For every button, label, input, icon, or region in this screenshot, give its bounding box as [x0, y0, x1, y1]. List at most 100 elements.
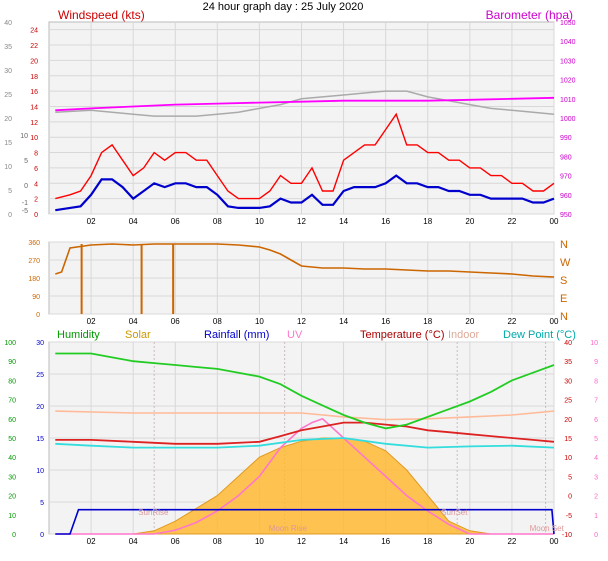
direction-line	[55, 243, 555, 278]
rain-y-tick: 30	[36, 340, 44, 347]
legend-entry: Indoor	[448, 329, 480, 341]
uv-y-tick: 8	[594, 378, 598, 385]
wind-y-tick: 20	[30, 58, 38, 65]
wind-outer-tick: 25	[4, 92, 12, 99]
direction-compass-label: S	[560, 275, 567, 287]
wind-outer-tick: 15	[4, 140, 12, 147]
wind-y-tick: 6	[34, 166, 38, 173]
wind-mid-tick: -1	[22, 200, 28, 207]
baro-y-tick: 970	[560, 174, 572, 181]
wind-x-tick: 02	[87, 217, 96, 226]
event-label: Moon Rise	[269, 524, 308, 533]
rain-y-tick: 20	[36, 404, 44, 411]
wind-x-tick: 12	[297, 217, 306, 226]
climate-x-tick: 04	[129, 537, 138, 546]
wind-panel: Windspeed (kts) Barometer (hpa) 02468101…	[4, 8, 575, 226]
climate-x-tick: 08	[213, 537, 222, 546]
uv-y-tick: 4	[594, 455, 598, 462]
climate-axes: 0510152025300102030405060708090100-10-50…	[4, 340, 598, 546]
climate-x-tick: 02	[87, 537, 96, 546]
rain-y-tick: 0	[40, 532, 44, 539]
temp-y-tick: 15	[564, 436, 572, 443]
uv-y-tick: 6	[594, 417, 598, 424]
baro-y-tick: 1040	[560, 39, 576, 46]
baro-y-tick: 1000	[560, 116, 576, 123]
wind-avg-line	[55, 174, 555, 212]
direction-y-tick: 270	[28, 258, 40, 265]
direction-compass-label: E	[560, 293, 567, 305]
wind-outer-tick: 5	[8, 188, 12, 195]
wind-x-tick: 00	[550, 217, 559, 226]
uv-y-tick: 0	[594, 532, 598, 539]
direction-x-tick: 06	[171, 317, 180, 326]
temp-y-tick: 0	[568, 494, 572, 501]
baro-y-tick: 950	[560, 212, 572, 219]
legend-entry: Temperature (°C)	[360, 329, 444, 341]
direction-y-tick: 0	[36, 312, 40, 319]
wind-y-tick: 4	[34, 181, 38, 188]
temp-y-tick: 30	[564, 378, 572, 385]
rain-y-tick: 5	[40, 500, 44, 507]
wind-outer-tick: 20	[4, 116, 12, 123]
wind-outer-tick: 10	[4, 164, 12, 171]
wind-y-tick: 22	[30, 43, 38, 50]
uv-y-tick: 10	[590, 340, 598, 347]
climate-x-tick: 16	[381, 537, 390, 546]
wind-x-tick: 20	[465, 217, 474, 226]
wind-y-tick: 2	[34, 197, 38, 204]
climate-x-tick: 10	[255, 537, 264, 546]
direction-x-tick: 20	[465, 317, 474, 326]
wind-axes: 0246810121416182022240510152025303540-5-…	[4, 20, 575, 226]
temp-y-tick: 25	[564, 398, 572, 405]
wind-x-tick: 08	[213, 217, 222, 226]
humidity-y-tick: 20	[8, 494, 16, 501]
baro-alt-line	[55, 90, 555, 117]
direction-x-tick: 08	[213, 317, 222, 326]
direction-x-tick: 02	[87, 317, 96, 326]
uv-y-tick: 2	[594, 494, 598, 501]
wind-y-tick: 24	[30, 28, 38, 35]
indoor-line	[55, 410, 555, 421]
temp-y-tick: 5	[568, 474, 572, 481]
wind-outer-tick: 40	[4, 20, 12, 27]
dewpoint-line	[55, 437, 555, 449]
climate-x-tick: 06	[171, 537, 180, 546]
baro-axis-title: Barometer (hpa)	[486, 8, 573, 22]
humidity-y-tick: 40	[8, 455, 16, 462]
direction-compass-label: N	[560, 311, 568, 323]
legend-entry: Solar	[125, 329, 151, 341]
direction-x-tick: 22	[507, 317, 516, 326]
uv-y-tick: 3	[594, 474, 598, 481]
climate-x-tick: 22	[507, 537, 516, 546]
wind-y-tick: 12	[30, 120, 38, 127]
direction-grid	[49, 241, 555, 315]
baro-series	[55, 90, 555, 117]
humidity-y-tick: 60	[8, 417, 16, 424]
legend-entry: Dew Point (°C)	[503, 329, 576, 341]
rain-y-tick: 10	[36, 468, 44, 475]
wind-axis-title: Windspeed (kts)	[58, 8, 145, 22]
baro-y-tick: 1010	[560, 97, 576, 104]
direction-x-tick: 12	[297, 317, 306, 326]
wind-y-tick: 18	[30, 74, 38, 81]
direction-x-tick: 00	[550, 317, 559, 326]
event-label: SunRise	[138, 508, 169, 517]
climate-x-tick: 20	[465, 537, 474, 546]
baro-y-tick: 990	[560, 135, 572, 142]
wind-x-tick: 14	[339, 217, 348, 226]
temperature-line	[55, 421, 555, 445]
uv-y-tick: 9	[594, 359, 598, 366]
direction-x-tick: 04	[129, 317, 138, 326]
wind-outer-tick: 30	[4, 68, 12, 75]
wind-x-tick: 06	[171, 217, 180, 226]
baro-y-tick: 1030	[560, 58, 576, 65]
wind-gust-line	[55, 112, 555, 200]
humidity-line	[55, 352, 555, 430]
wind-mid-tick: 0	[24, 183, 28, 190]
temp-y-tick: 40	[564, 340, 572, 347]
climate-legend: Humidity Solar Rainfall (mm) UV Temperature …	[57, 329, 576, 341]
direction-y-tick: 180	[28, 276, 40, 283]
